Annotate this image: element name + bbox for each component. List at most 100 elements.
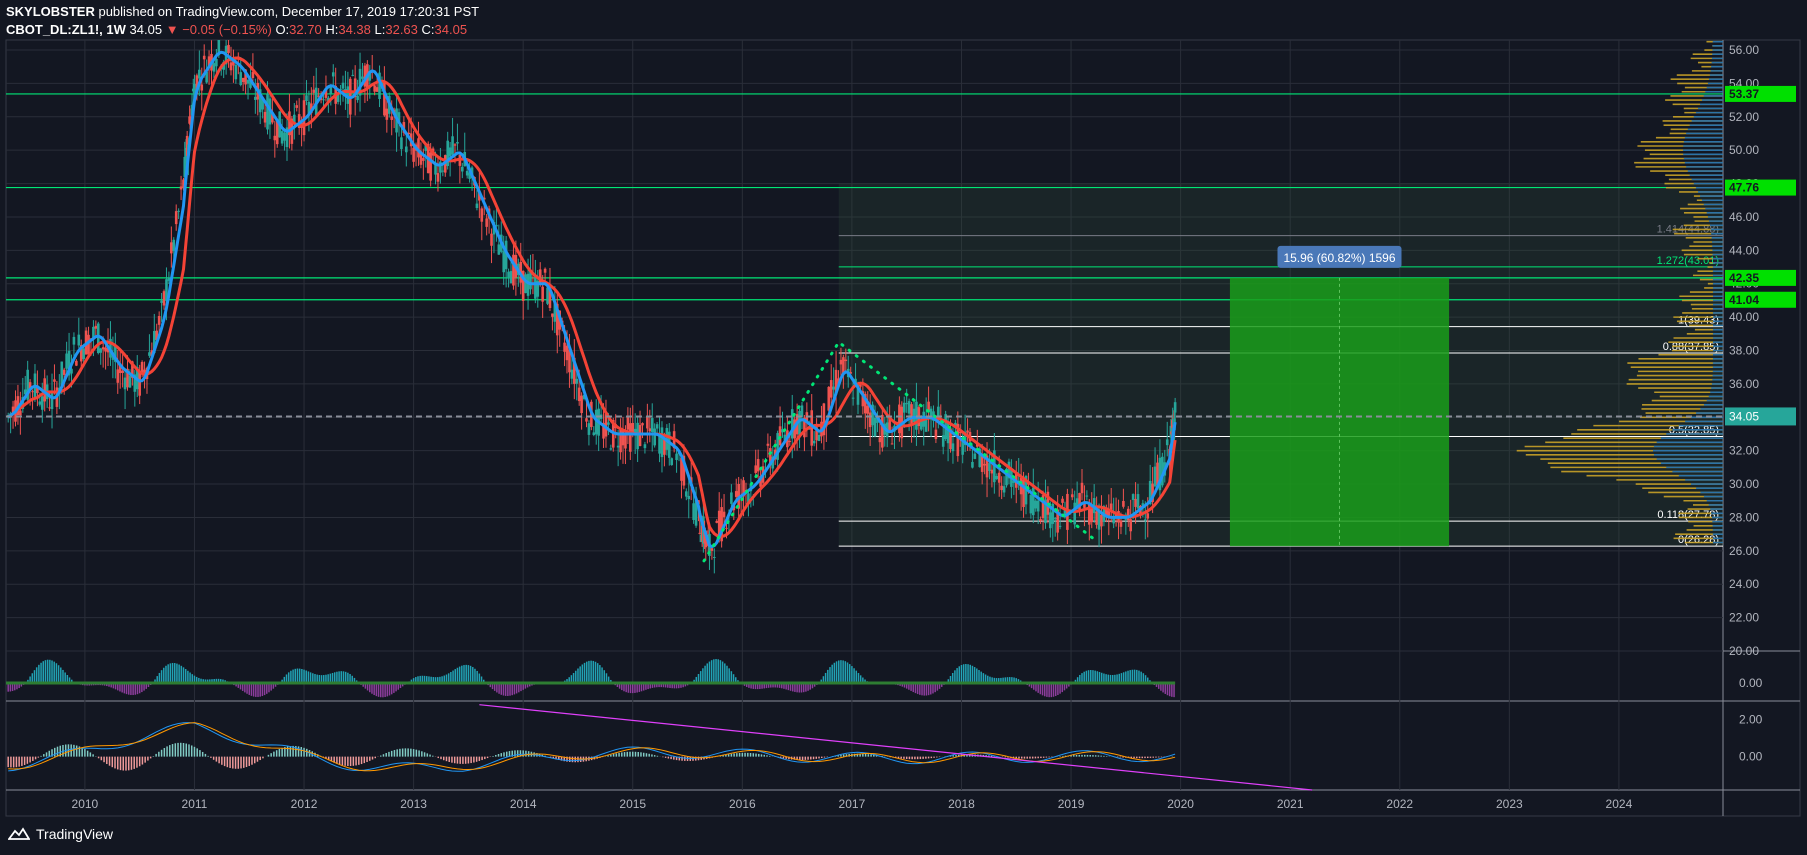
candle-body [114, 345, 117, 362]
candle-body [162, 291, 166, 306]
candle-body [456, 142, 459, 144]
candle-body [769, 448, 772, 466]
candle-body [322, 99, 325, 101]
fib-level-label: 0(26.28) [1678, 534, 1719, 546]
candle-body [815, 427, 818, 441]
candle-body [878, 437, 882, 443]
y-tick-label: 24.00 [1729, 577, 1759, 591]
candle-body [419, 151, 423, 165]
candle-body [480, 208, 484, 222]
candle-body [951, 443, 955, 452]
candle-body [1095, 511, 1098, 525]
oscillator-2-trendline [479, 704, 1313, 791]
candle-body [548, 286, 552, 308]
candle-body [722, 511, 726, 518]
candle-body [346, 86, 350, 104]
candle-body [941, 435, 945, 447]
candle-body [317, 95, 320, 97]
candle-body [827, 386, 831, 411]
candle-body [541, 286, 544, 302]
candle-body [290, 118, 294, 144]
candle-body [11, 406, 15, 414]
candle-body [397, 112, 401, 122]
candle-body [1070, 494, 1074, 498]
candle-body [1022, 479, 1025, 508]
candle-body [307, 101, 311, 116]
candle-body [126, 368, 129, 388]
candle-body [715, 520, 719, 523]
candle-body [339, 88, 342, 90]
candle-body [1161, 456, 1164, 486]
candle-body [507, 271, 510, 278]
candle-body [65, 353, 68, 369]
last-price-label: 34.05 [1729, 409, 1759, 423]
candle-body [790, 409, 794, 439]
candle-body [1100, 514, 1103, 527]
candle-body [292, 114, 296, 125]
candle-body [412, 147, 415, 162]
candle-body [212, 63, 216, 72]
candle-body [232, 58, 235, 66]
candle-body [327, 97, 330, 102]
candle-body [1129, 519, 1133, 532]
candle-body [461, 166, 464, 172]
candle-body [536, 280, 540, 297]
symbol-label[interactable]: CBOT_DL:ZL1!, 1W [6, 22, 126, 37]
candle-body [261, 99, 264, 110]
candle-body [703, 527, 706, 544]
candle-body [980, 456, 984, 472]
candle-body [1122, 501, 1125, 507]
candle-body [1153, 466, 1157, 487]
candle-body [485, 218, 488, 227]
candle-body [902, 402, 906, 413]
candle-body [641, 423, 644, 426]
candle-body [1119, 520, 1123, 527]
y-tick-label: 56.00 [1729, 43, 1759, 57]
footer-brand[interactable]: TradingView [8, 826, 113, 842]
publisher-name[interactable]: SKYLOBSTER [6, 4, 95, 19]
candle-body [378, 72, 381, 99]
candle-body [1158, 457, 1162, 491]
y-tick-label: 40.00 [1729, 310, 1759, 324]
candle-body [118, 363, 122, 374]
candle-body [497, 244, 501, 255]
candle-body [246, 79, 250, 84]
candle-body [1146, 513, 1150, 519]
candle-body [288, 111, 291, 136]
low-value: 32.63 [385, 22, 418, 37]
candle-body [890, 443, 894, 445]
candle-body [331, 72, 335, 77]
candle-body [812, 440, 816, 444]
candle-body [1002, 486, 1006, 493]
candle-body [747, 493, 750, 503]
candle-body [50, 390, 54, 410]
candle-body [851, 397, 855, 399]
candle-body [829, 380, 833, 398]
candle-body [1041, 495, 1045, 519]
x-tick-label: 2023 [1496, 797, 1523, 811]
candle-body [92, 326, 95, 338]
candle-body [157, 316, 161, 325]
candle-body [1007, 461, 1011, 479]
candle-body [36, 385, 39, 394]
candle-body [512, 254, 515, 286]
candle-body [170, 242, 173, 254]
candle-body [730, 492, 733, 504]
candle-body [182, 179, 185, 188]
candle-body [193, 83, 196, 102]
candle-body [655, 424, 659, 429]
change-value: −0.05 (−0.15%) [182, 22, 272, 37]
candle-body [53, 379, 56, 382]
level-price-badge [1725, 179, 1796, 196]
candle-body [660, 427, 664, 458]
candle-body [167, 278, 171, 281]
candle-body [263, 111, 267, 123]
candle-body [138, 371, 141, 396]
candle-body [441, 170, 445, 172]
candle-body [859, 384, 862, 387]
candle-body [653, 428, 656, 446]
candle-body [713, 556, 716, 558]
candle-body [710, 548, 714, 551]
candle-body [985, 455, 989, 478]
